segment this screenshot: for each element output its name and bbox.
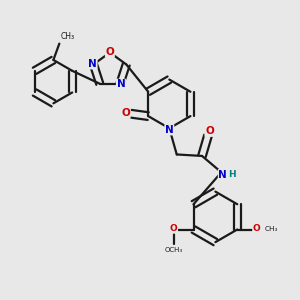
Text: H: H [228, 170, 236, 179]
Text: O: O [253, 224, 260, 233]
Text: CH₃: CH₃ [265, 226, 278, 232]
Text: CH₃: CH₃ [61, 32, 75, 41]
Text: N: N [116, 79, 125, 89]
Text: O: O [205, 126, 214, 136]
Text: N: N [88, 59, 97, 69]
Text: O: O [106, 46, 114, 57]
Text: N: N [165, 125, 174, 135]
Text: O: O [170, 224, 178, 233]
Text: OCH₃: OCH₃ [164, 247, 183, 253]
Text: O: O [121, 108, 130, 118]
Text: N: N [218, 170, 227, 180]
